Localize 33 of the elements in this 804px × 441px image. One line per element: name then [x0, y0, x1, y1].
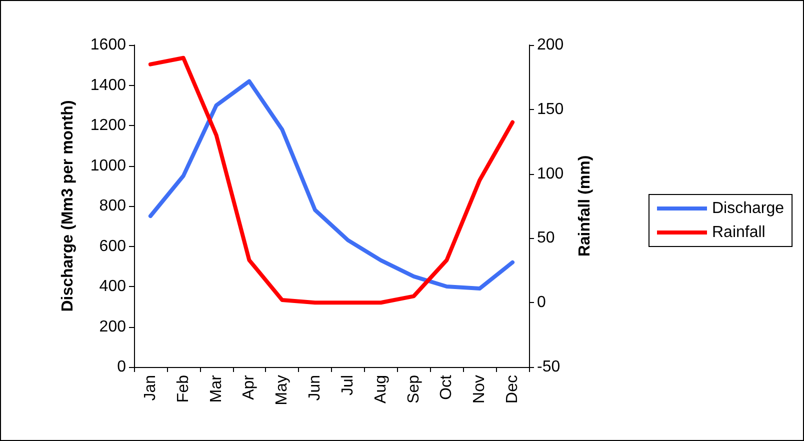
x-tick-label: Jul [339, 375, 356, 396]
y2-axis-title: Rainfall (mm) [576, 155, 594, 257]
x-tick-label: Feb [174, 374, 192, 403]
y-tick-label: 400 [99, 278, 126, 295]
x-tick-label: Nov [471, 375, 488, 404]
x-tick-label: Aug [372, 375, 390, 404]
y2-tick-label: 50 [537, 230, 555, 247]
y-tick-label: 200 [99, 318, 126, 336]
x-tick-label: Apr [240, 374, 258, 400]
y2-tick-label: 150 [537, 100, 564, 118]
x-tick-label: Jun [306, 375, 324, 401]
line-series [148, 56, 515, 305]
x-tick-label: Dec [504, 375, 522, 404]
y-axis-title: Discharge (Mm3 per month) [60, 100, 76, 312]
x-tick-label: Sep [405, 374, 422, 404]
y-tick-label: 1000 [90, 157, 126, 174]
y-tick-label: 800 [99, 198, 126, 214]
y-tick-label: 0 [117, 358, 126, 376]
y-tick-label: 1400 [90, 76, 126, 94]
y-tick-label: 1200 [90, 117, 126, 134]
line-series [148, 79, 515, 291]
x-tick-label: Mar [208, 374, 225, 403]
x-tick-label: May [274, 375, 291, 406]
x-tick-label: Oct [438, 374, 456, 400]
x-tick-label: Jan [142, 375, 159, 401]
y2-tick-label: 200 [537, 36, 564, 54]
y-tick-label: 600 [99, 238, 126, 255]
y2-tick-label: 100 [537, 165, 564, 182]
y2-tick-label: 0 [537, 294, 546, 312]
legend-label: Discharge [712, 200, 784, 217]
legend-label: Rainfall [712, 224, 766, 241]
y2-tick-label: -50 [537, 358, 560, 376]
y-tick-label: 1600 [90, 36, 126, 54]
